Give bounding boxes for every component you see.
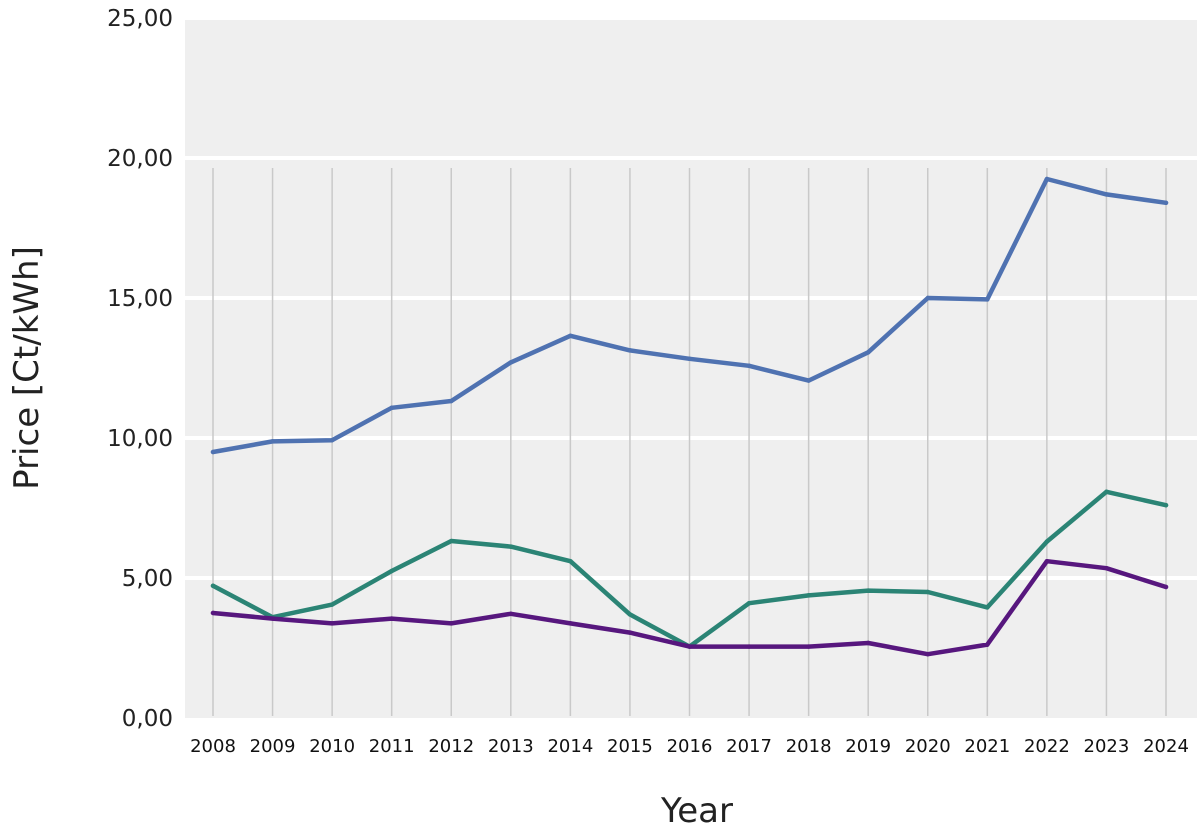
- data-point: [865, 350, 871, 355]
- series-2: [210, 558, 1169, 657]
- data-point: [270, 439, 275, 444]
- x-tick-label: 2013: [488, 736, 534, 757]
- x-tick-label: 2023: [1084, 736, 1130, 757]
- data-point: [1163, 503, 1169, 508]
- y-axis-ticks: 0,00 5,00 10,00 15,00 20,00 25,00: [107, 6, 173, 732]
- x-tick-label: 2019: [845, 736, 891, 757]
- x-axis-title: Year: [660, 791, 733, 831]
- data-point: [329, 621, 335, 626]
- data-point: [1104, 566, 1109, 571]
- data-point: [568, 333, 573, 338]
- data-point: [508, 360, 514, 365]
- data-point: [1104, 192, 1109, 197]
- x-tick-label: 2022: [1024, 736, 1070, 757]
- data-point: [925, 589, 930, 595]
- data-point: [746, 644, 752, 649]
- x-tick-label: 2015: [607, 736, 653, 757]
- data-point: [508, 611, 514, 617]
- data-point: [1044, 559, 1050, 564]
- x-tick-label: 2017: [726, 736, 772, 757]
- x-tick-label: 2012: [428, 736, 474, 757]
- series-0: [210, 176, 1169, 455]
- data-point: [746, 601, 752, 606]
- plot-background: [185, 18, 1197, 718]
- y-tick-label: 0,00: [122, 706, 173, 732]
- x-tick-label: 2024: [1143, 736, 1189, 757]
- x-tick-label: 2016: [667, 736, 713, 757]
- data-point: [925, 295, 930, 301]
- data-point: [627, 630, 633, 635]
- data-point: [449, 538, 454, 544]
- year-gridlines: [212, 168, 1167, 716]
- grid-layer: [185, 16, 1197, 580]
- data-point: [1163, 200, 1169, 205]
- y-tick-label: 20,00: [107, 146, 173, 172]
- series-layer: [210, 176, 1169, 657]
- x-tick-label: 2021: [964, 736, 1010, 757]
- x-tick-label: 2011: [369, 736, 415, 757]
- data-point: [925, 651, 930, 657]
- data-point: [985, 642, 990, 647]
- y-tick-label: 10,00: [107, 426, 173, 452]
- x-tick-label: 2009: [250, 736, 296, 757]
- data-point: [329, 602, 335, 607]
- data-point: [865, 588, 871, 593]
- data-point: [389, 405, 394, 410]
- data-point: [1163, 584, 1169, 590]
- data-point: [806, 378, 811, 383]
- data-point: [568, 559, 573, 564]
- data-point: [1044, 176, 1050, 182]
- data-point: [389, 568, 394, 574]
- data-point: [1044, 539, 1050, 544]
- x-tick-label: 2020: [905, 736, 951, 757]
- y-tick-label: 15,00: [107, 286, 173, 312]
- y-tick-label: 5,00: [122, 566, 173, 592]
- y-axis-title: Price [Ct/kWh]: [7, 246, 47, 490]
- data-point: [449, 621, 454, 626]
- data-point: [389, 616, 394, 621]
- data-point: [806, 593, 811, 598]
- data-point: [210, 449, 216, 455]
- x-tick-label: 2014: [547, 736, 593, 757]
- data-point: [627, 612, 633, 617]
- data-point: [449, 398, 454, 404]
- data-point: [210, 583, 216, 589]
- data-point: [1104, 489, 1109, 494]
- data-point: [210, 610, 216, 616]
- data-point: [746, 363, 752, 368]
- data-point: [806, 644, 811, 649]
- data-point: [270, 616, 275, 621]
- x-tick-label: 2008: [190, 736, 236, 757]
- x-axis-ticks: 2008 2009 2010 2011 2012 2013 2014 2015 2016 2017…: [190, 736, 1189, 757]
- x-tick-label: 2010: [309, 736, 355, 757]
- data-point: [865, 640, 871, 646]
- data-point: [985, 297, 990, 302]
- data-point: [329, 438, 335, 443]
- data-point: [985, 605, 990, 610]
- y-tick-label: 25,00: [107, 6, 173, 32]
- data-point: [568, 621, 573, 626]
- data-point: [627, 348, 633, 353]
- data-point: [687, 356, 692, 361]
- data-point: [687, 644, 692, 649]
- data-point: [508, 544, 514, 549]
- x-tick-label: 2018: [786, 736, 832, 757]
